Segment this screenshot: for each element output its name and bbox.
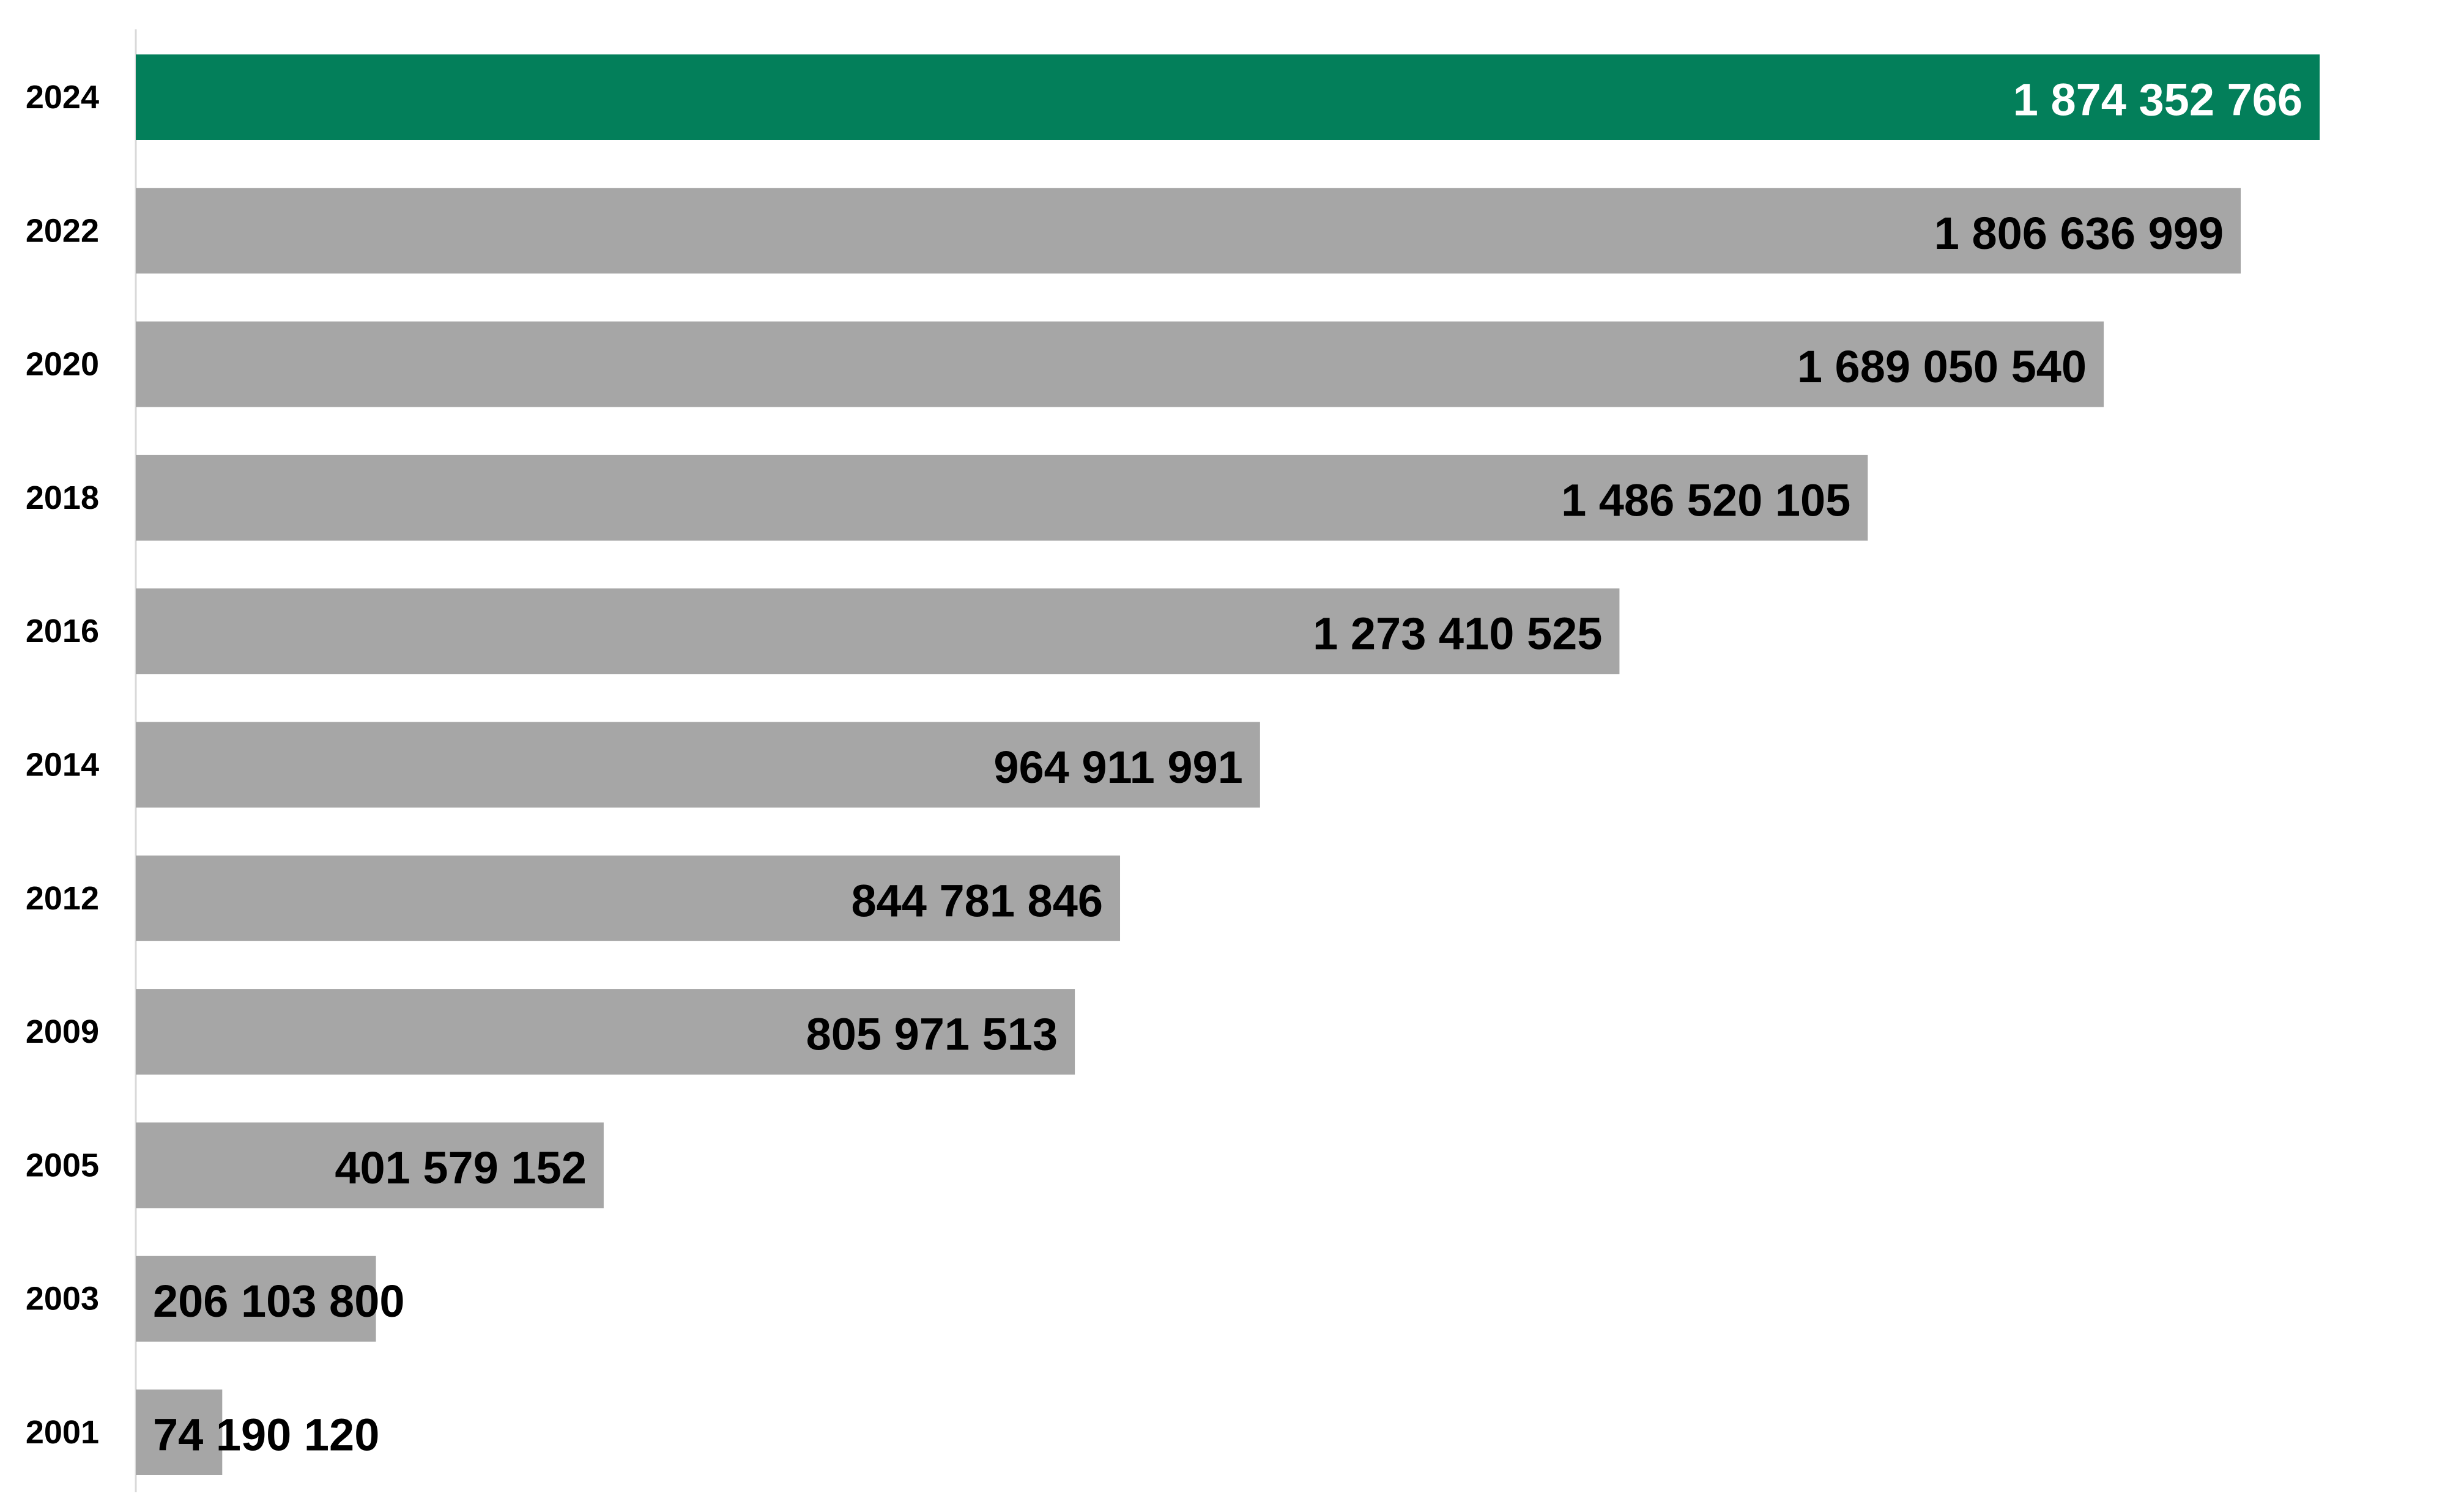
bar-2012 (136, 855, 1121, 941)
bar-2005 (136, 1122, 604, 1208)
category-label-2003: 2003 (26, 1281, 99, 1317)
value-label-2024: 1 874 352 766 (2013, 75, 2303, 125)
bar-2024 (136, 54, 2320, 140)
value-label-2014: 964 911 991 (993, 742, 1242, 793)
value-label-2003: 206 103 800 (153, 1276, 405, 1327)
value-label-2012: 844 781 846 (851, 875, 1103, 926)
value-label-2009: 805 971 513 (806, 1009, 1058, 1060)
value-label-2018: 1 486 520 105 (1561, 475, 1850, 525)
value-label-2022: 1 806 636 999 (1934, 208, 2224, 259)
bar-2022 (136, 188, 2241, 274)
value-label-2001: 74 190 120 (153, 1410, 379, 1460)
category-label-2014: 2014 (26, 747, 99, 783)
value-label-2020: 1 689 050 540 (1797, 341, 2087, 392)
category-label-2018: 2018 (26, 479, 99, 516)
bar-2009 (136, 989, 1075, 1075)
bar-2016 (136, 588, 1620, 675)
category-label-2009: 2009 (26, 1013, 99, 1050)
bar-2014 (136, 722, 1260, 808)
value-label-2016: 1 273 410 525 (1313, 609, 1602, 659)
category-label-2012: 2012 (26, 880, 99, 917)
value-label-2005: 401 579 152 (335, 1142, 587, 1193)
category-label-2016: 2016 (26, 613, 99, 650)
bar-2018 (136, 454, 1868, 541)
bar-2020 (136, 321, 2104, 407)
category-label-2001: 2001 (26, 1414, 99, 1451)
category-label-2024: 2024 (26, 79, 99, 116)
bar-2001 (136, 1390, 223, 1475)
bar-2003 (136, 1256, 376, 1342)
category-label-2020: 2020 (26, 346, 99, 383)
category-label-2022: 2022 (26, 212, 99, 249)
bars-group: 2024 1 874 352 766 2022 1 806 636 999 2020 1 … (26, 54, 2320, 1475)
category-label-2005: 2005 (26, 1147, 99, 1183)
